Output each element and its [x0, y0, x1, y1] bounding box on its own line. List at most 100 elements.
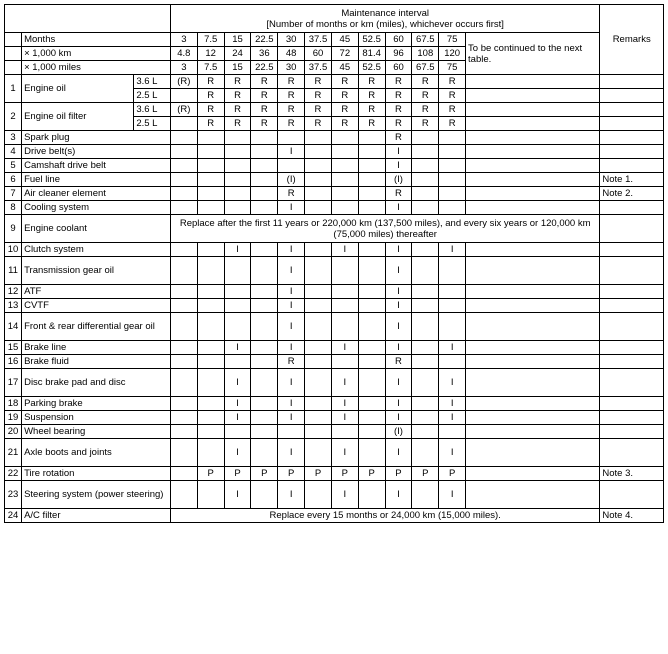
r8-c6 [331, 201, 358, 215]
col-month-3: 22.5 [251, 33, 278, 47]
row-10-label: Clutch system [22, 243, 171, 257]
col-km-7: 81.4 [358, 47, 385, 61]
r23-c5 [305, 481, 332, 509]
r3-c10 [439, 131, 466, 145]
r17-c10: I [439, 369, 466, 397]
r7-c5 [305, 187, 332, 201]
r2b-c4: R [278, 117, 305, 131]
r2a-rem [600, 103, 664, 117]
row-3-num: 3 [5, 131, 22, 145]
r6-c6 [331, 173, 358, 187]
r5-c9 [412, 159, 439, 173]
r4-c2 [224, 145, 251, 159]
r22-rem: Note 3. [600, 467, 664, 481]
r20-cont [466, 425, 600, 439]
row-17-label: Disc brake pad and disc [22, 369, 171, 397]
r11-c10 [439, 257, 466, 285]
r1a-c8: R [385, 75, 412, 89]
col-month-9: 67.5 [412, 33, 439, 47]
r14-c10 [439, 313, 466, 341]
r21-rem [600, 439, 664, 467]
r15-c4: I [278, 341, 305, 355]
r6-c4: (I) [278, 173, 305, 187]
r1b-c8: R [385, 89, 412, 103]
row-5-num: 5 [5, 159, 22, 173]
r20-rem [600, 425, 664, 439]
r10-cont [466, 243, 600, 257]
row-13-label: CVTF [22, 299, 171, 313]
r16-c8: R [385, 355, 412, 369]
r16-c4: R [278, 355, 305, 369]
r10-c2: I [224, 243, 251, 257]
r2b-c8: R [385, 117, 412, 131]
r6-c5 [305, 173, 332, 187]
r18-c1 [197, 397, 224, 411]
r2a-cont [466, 103, 600, 117]
r8-c4: I [278, 201, 305, 215]
r2a-c1: R [197, 103, 224, 117]
r13-c1 [197, 299, 224, 313]
r1b-c2: R [224, 89, 251, 103]
r2b-c3: R [251, 117, 278, 131]
row-8-label: Cooling system [22, 201, 171, 215]
row-24-span: Replace every 15 months or 24,000 km (15… [170, 509, 599, 523]
r20-c5 [305, 425, 332, 439]
r23-rem [600, 481, 664, 509]
r23-c6: I [331, 481, 358, 509]
row-11-label: Transmission gear oil [22, 257, 171, 285]
r5-c5 [305, 159, 332, 173]
r11-c1 [197, 257, 224, 285]
r21-c0 [170, 439, 197, 467]
r4-c3 [251, 145, 278, 159]
r1b-c6: R [331, 89, 358, 103]
col-km-9: 108 [412, 47, 439, 61]
r24-rem: Note 4. [600, 509, 664, 523]
r6-c9 [412, 173, 439, 187]
r2b-c5: R [305, 117, 332, 131]
r1a-c10: R [439, 75, 466, 89]
r18-c5 [305, 397, 332, 411]
r20-c7 [358, 425, 385, 439]
r8-c10 [439, 201, 466, 215]
r10-c10: I [439, 243, 466, 257]
r21-c5 [305, 439, 332, 467]
r8-c8: I [385, 201, 412, 215]
r6-c0 [170, 173, 197, 187]
r10-c5 [305, 243, 332, 257]
r6-c1 [197, 173, 224, 187]
row-15-label: Brake line [22, 341, 171, 355]
r1b-c1: R [197, 89, 224, 103]
r14-c9 [412, 313, 439, 341]
r19-cont [466, 411, 600, 425]
r1b-c0 [170, 89, 197, 103]
r16-c7 [358, 355, 385, 369]
r16-c3 [251, 355, 278, 369]
r22-c8: P [385, 467, 412, 481]
r3-c7 [358, 131, 385, 145]
r7-c9 [412, 187, 439, 201]
r14-cont [466, 313, 600, 341]
r10-c1 [197, 243, 224, 257]
row-18-num: 18 [5, 397, 22, 411]
r18-c9 [412, 397, 439, 411]
col-miles-9: 67.5 [412, 61, 439, 75]
row-22-label: Tire rotation [22, 467, 171, 481]
r14-c1 [197, 313, 224, 341]
r17-c0 [170, 369, 197, 397]
r21-cont [466, 439, 600, 467]
row-16-num: 16 [5, 355, 22, 369]
row-20-num: 20 [5, 425, 22, 439]
r18-c3 [251, 397, 278, 411]
r17-c9 [412, 369, 439, 397]
row-24-num: 24 [5, 509, 22, 523]
r8-c0 [170, 201, 197, 215]
r1b-c5: R [305, 89, 332, 103]
r10-rem [600, 243, 664, 257]
r9-rem [600, 215, 664, 243]
r17-c3 [251, 369, 278, 397]
row-7-num: 7 [5, 187, 22, 201]
r19-c4: I [278, 411, 305, 425]
r5-c3 [251, 159, 278, 173]
r12-rem [600, 285, 664, 299]
r15-c3 [251, 341, 278, 355]
